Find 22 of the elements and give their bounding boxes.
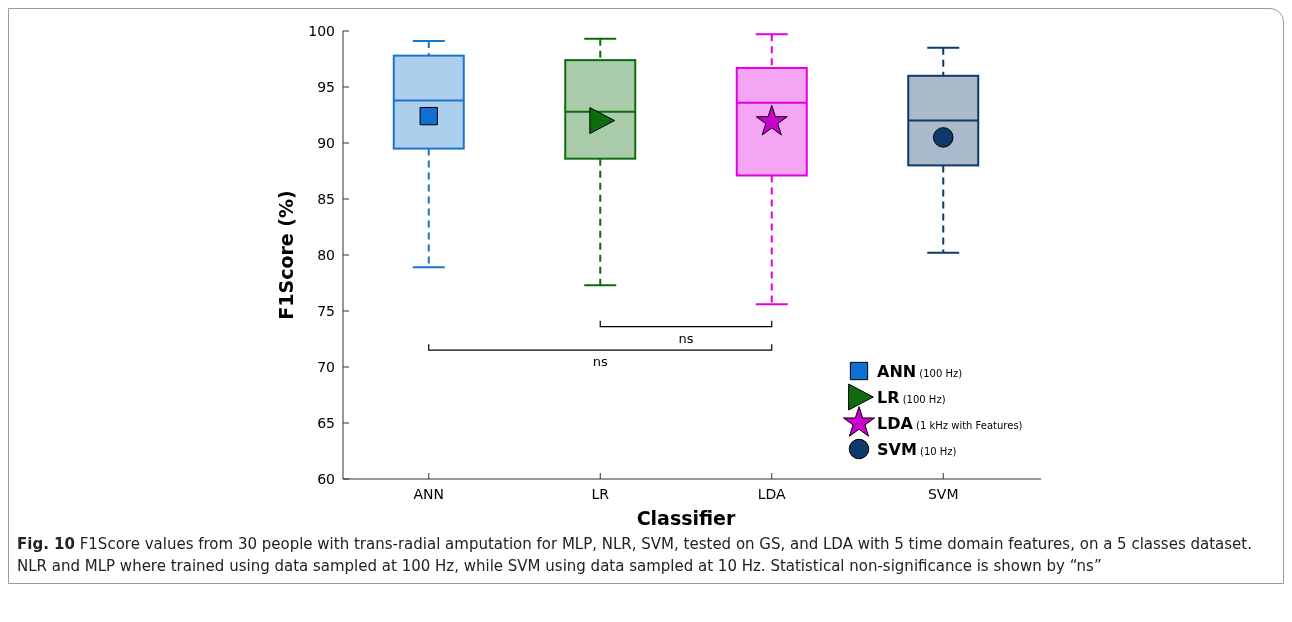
y-tick-label: 65 [317, 415, 335, 431]
y-tick-label: 90 [317, 135, 335, 151]
y-tick-label: 85 [317, 191, 335, 207]
y-tick-label: 70 [317, 359, 335, 375]
y-tick-label: 75 [317, 303, 335, 319]
x-tick-label: ANN [413, 486, 445, 502]
y-tick-label: 80 [317, 247, 335, 263]
annotation: ns [678, 330, 694, 346]
x-axis-title: Classifier [636, 507, 736, 529]
legend-label: SVM (10 Hz) [877, 440, 957, 459]
legend-label: ANN (100 Hz) [877, 362, 963, 381]
legend-label: LDA (1 kHz with Features) [877, 414, 1023, 433]
x-tick-label: LR [591, 486, 610, 502]
y-tick-label: 60 [317, 471, 335, 487]
legend-label: LR (100 Hz) [877, 388, 946, 407]
caption: Fig. 10 F1Score values from 30 people with trans-radial amputation for MLP, NLR, SVM, tested on GS, and LDA with 5 time domain features, on a 5 classes dataset. NLR and MLP where trained using data sampled at 100 Hz, while SVM using data sampled at 10 Hz. Statistical non-significance is shown by “ns” [16, 534, 1253, 577]
x-tick-label: LDA [757, 486, 787, 502]
y-tick-label: 95 [317, 79, 335, 95]
x-tick-label: SVM [927, 486, 959, 502]
annotation: ns [592, 354, 608, 370]
y-tick-label: 100 [308, 23, 335, 39]
y-axis-title: F1Score (%) [275, 190, 297, 320]
